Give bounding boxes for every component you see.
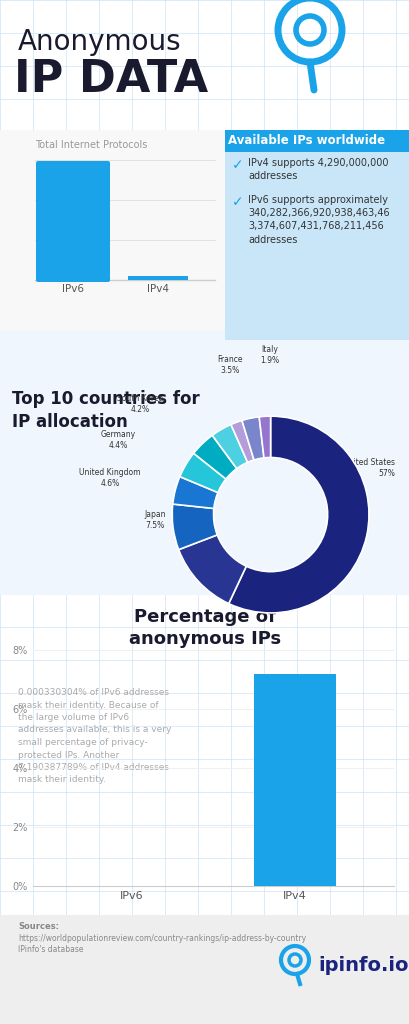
Wedge shape — [228, 416, 368, 613]
Text: Germany
4.4%: Germany 4.4% — [100, 430, 135, 450]
Wedge shape — [230, 421, 253, 462]
Text: 0.000330304% of IPv6 addresses
mask their identity. Because of
the large volume : 0.000330304% of IPv6 addresses mask thei… — [18, 688, 171, 784]
Wedge shape — [180, 454, 225, 493]
Text: Total Internet Protocols: Total Internet Protocols — [35, 140, 147, 150]
Wedge shape — [172, 476, 218, 509]
Wedge shape — [172, 504, 217, 550]
Text: IPv6: IPv6 — [62, 284, 84, 294]
FancyBboxPatch shape — [225, 152, 409, 340]
Text: ✓: ✓ — [231, 195, 243, 209]
FancyBboxPatch shape — [128, 276, 188, 280]
FancyBboxPatch shape — [0, 130, 409, 340]
Text: United Kingdom
4.6%: United Kingdom 4.6% — [79, 468, 140, 487]
Wedge shape — [193, 435, 236, 479]
FancyBboxPatch shape — [36, 161, 110, 282]
FancyBboxPatch shape — [0, 915, 409, 1024]
Text: IPv4 supports 4,290,000,000
addresses: IPv4 supports 4,290,000,000 addresses — [247, 158, 388, 181]
Text: IP DATA: IP DATA — [14, 58, 208, 101]
Text: China
12.2%: China 12.2% — [188, 555, 211, 574]
Text: ✓: ✓ — [231, 158, 243, 172]
Text: Top 10 countries for
IP allocation: Top 10 countries for IP allocation — [12, 390, 199, 431]
FancyBboxPatch shape — [225, 130, 409, 152]
Text: ipinfo.io: ipinfo.io — [317, 956, 407, 975]
Text: United States
57%: United States 57% — [342, 459, 394, 478]
Bar — [254, 674, 335, 886]
Text: https://worldpopulationreview.com/country-rankings/ip-address-by-country: https://worldpopulationreview.com/countr… — [18, 934, 306, 943]
Text: France
3.5%: France 3.5% — [217, 355, 242, 375]
Text: IPv6 supports approximately
340,282,366,920,938,463,46
3,374,607,431,768,211,456: IPv6 supports approximately 340,282,366,… — [247, 195, 389, 245]
Text: Available IPs worldwide: Available IPs worldwide — [228, 134, 384, 147]
Text: IPv4: IPv4 — [147, 284, 169, 294]
Wedge shape — [178, 535, 246, 603]
Wedge shape — [241, 417, 263, 460]
Text: Anonymous: Anonymous — [18, 28, 181, 56]
Wedge shape — [258, 416, 270, 458]
Text: Italy
1.9%: Italy 1.9% — [260, 345, 279, 365]
Text: Japan
7.5%: Japan 7.5% — [144, 510, 165, 529]
FancyBboxPatch shape — [0, 330, 409, 595]
Text: South Korea
4.2%: South Korea 4.2% — [117, 394, 163, 414]
Wedge shape — [212, 425, 247, 469]
Text: IPinfo's database: IPinfo's database — [18, 945, 83, 954]
Text: Sources:: Sources: — [18, 922, 59, 931]
Text: Percentage of
anonymous IPs: Percentage of anonymous IPs — [128, 608, 281, 648]
